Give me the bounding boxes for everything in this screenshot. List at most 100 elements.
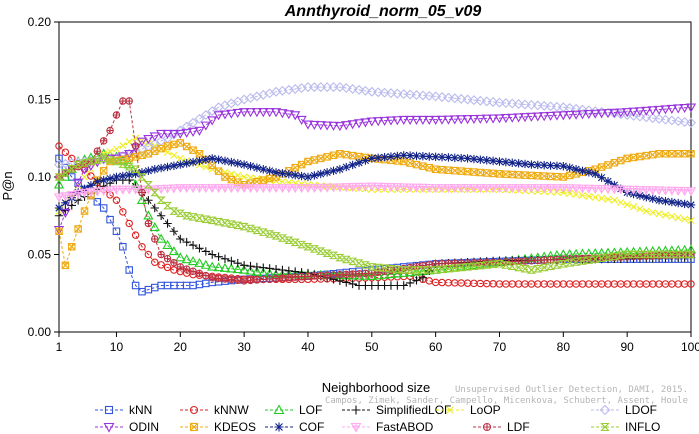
data-point (322, 82, 333, 93)
data-point (98, 186, 109, 196)
data-point (149, 222, 160, 232)
data-point (443, 184, 454, 194)
data-point (187, 127, 199, 137)
data-point (437, 152, 447, 162)
data-point (585, 192, 593, 200)
data-point (679, 187, 690, 197)
data-point (667, 197, 677, 207)
data-point (246, 161, 255, 171)
data-point (660, 114, 671, 125)
data-point (354, 158, 364, 167)
data-point (526, 112, 537, 122)
legend: kNN kNNW LOF SimplifiedLOF LoOP LDOF ODIN KDEOS… (95, 403, 660, 434)
legend-marker (273, 404, 285, 415)
data-point (79, 188, 90, 198)
data-point (233, 159, 242, 168)
data-point (285, 273, 293, 282)
data-point (138, 188, 146, 197)
data-point (99, 175, 108, 185)
data-point (513, 184, 524, 194)
data-point (144, 150, 153, 158)
data-point (201, 247, 211, 256)
data-point (527, 256, 536, 265)
data-point (66, 191, 77, 201)
data-point (623, 154, 631, 163)
data-point (202, 163, 210, 171)
data-point (417, 90, 428, 101)
data-point (136, 194, 148, 204)
data-point (264, 184, 275, 194)
data-point (253, 276, 261, 284)
data-point (468, 184, 480, 194)
data-point (169, 161, 179, 170)
data-point (430, 115, 441, 125)
legend-marker (189, 422, 199, 432)
data-point (251, 108, 263, 118)
data-point (545, 111, 556, 121)
data-point (219, 184, 231, 194)
data-point (112, 196, 121, 205)
data-point (532, 112, 543, 122)
data-point (405, 89, 416, 100)
data-point (111, 157, 121, 166)
data-point (315, 121, 326, 131)
data-point (622, 108, 633, 118)
data-point (373, 153, 383, 162)
series-line (58, 185, 692, 198)
data-point (495, 157, 504, 166)
data-point (233, 221, 243, 230)
data-point (169, 207, 179, 215)
data-point (264, 108, 275, 118)
data-point (163, 254, 172, 263)
data-point (456, 93, 467, 104)
data-point (360, 182, 371, 192)
data-point (597, 163, 606, 171)
data-point (194, 257, 205, 267)
data-point (284, 236, 294, 244)
data-point (207, 116, 218, 126)
data-point (99, 137, 108, 145)
data-point (559, 161, 568, 171)
data-point (674, 214, 682, 222)
data-point (226, 184, 237, 194)
data-point (163, 263, 172, 272)
data-point (386, 152, 396, 161)
legend-marker (446, 406, 454, 414)
data-point (360, 85, 371, 96)
data-point (545, 101, 556, 112)
data-point (418, 273, 428, 282)
legend-label: SimplifiedLOF (376, 403, 451, 417)
data-point (151, 147, 159, 155)
data-point (475, 261, 485, 270)
data-point (138, 243, 146, 251)
data-point (181, 254, 192, 264)
data-point (653, 105, 665, 115)
data-point (507, 262, 517, 271)
data-point (132, 134, 140, 142)
data-point (571, 103, 582, 114)
data-point (653, 186, 665, 196)
data-point (232, 184, 243, 194)
data-point (494, 260, 505, 268)
data-point (315, 183, 326, 193)
data-point (687, 280, 695, 288)
data-point (673, 250, 683, 259)
data-point (270, 184, 282, 194)
series-group (53, 82, 697, 296)
data-point (323, 153, 331, 161)
data-point (175, 129, 186, 139)
data-point (98, 148, 109, 158)
data-point (117, 185, 128, 195)
data-point (583, 110, 595, 120)
data-point (232, 108, 243, 118)
data-point (513, 99, 524, 109)
data-point (341, 83, 352, 94)
data-point (227, 256, 236, 266)
data-point (124, 185, 135, 195)
data-point (367, 263, 377, 271)
data-point (379, 116, 390, 126)
data-point (405, 151, 415, 160)
data-point (220, 156, 230, 166)
data-point (112, 111, 121, 119)
